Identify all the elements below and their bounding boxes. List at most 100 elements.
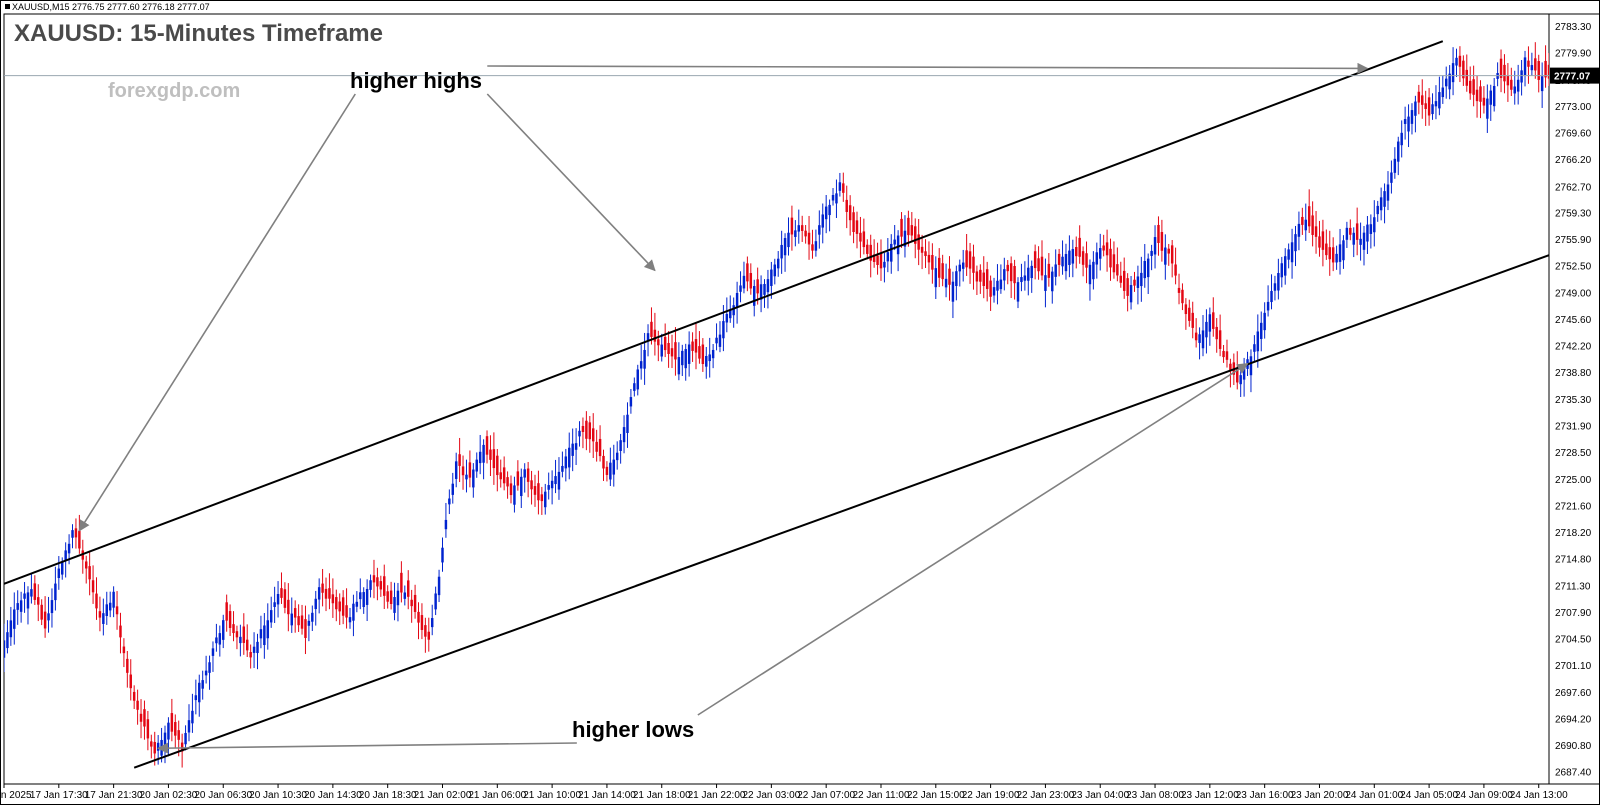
candle-body (1531, 65, 1533, 70)
annotation-higher-lows: higher lows (572, 717, 694, 742)
candle-body (243, 626, 245, 642)
candle-body (544, 492, 546, 508)
candle-body (479, 452, 481, 463)
candle-body (1459, 56, 1461, 67)
candle-body (743, 276, 745, 289)
candle-body (126, 659, 128, 673)
candle-body (712, 350, 714, 358)
candle-body (462, 466, 464, 475)
y-tick-label: 2773.00 (1555, 102, 1592, 113)
x-tick-label: 21 Jan 22:00 (688, 790, 746, 801)
candle-body (715, 338, 717, 344)
candle-body (1099, 248, 1101, 259)
candle-body (513, 485, 515, 504)
candle-body (1089, 265, 1091, 284)
candle-body (191, 711, 193, 724)
candle-body (1442, 88, 1444, 98)
candle-body (1305, 220, 1307, 231)
x-tick-label: 20 Jan 10:30 (249, 790, 307, 801)
candle-body (1072, 249, 1074, 263)
candle-body (828, 205, 830, 215)
candle-body (1356, 223, 1358, 239)
candle-body (842, 183, 844, 192)
candle-body (51, 600, 53, 613)
candle-body (1376, 206, 1378, 214)
candle-body (1486, 99, 1488, 119)
candle-body (1270, 291, 1272, 302)
x-tick-label: 21 Jan 14:00 (578, 790, 636, 801)
candle-body (911, 225, 913, 235)
candle-body (1024, 275, 1026, 280)
candle-body (804, 231, 806, 237)
candle-body (945, 279, 947, 288)
x-tick-label: 24 Jan 01:00 (1345, 790, 1403, 801)
candle-body (537, 483, 539, 500)
candle-body (1147, 259, 1149, 278)
candle-body (75, 528, 77, 537)
candle-body (1212, 312, 1214, 329)
candle-body (619, 440, 621, 451)
candle-body (671, 348, 673, 356)
y-tick-label: 2690.80 (1555, 741, 1592, 752)
candle-body (815, 241, 817, 250)
x-tick-label: 23 Jan 12:00 (1181, 790, 1239, 801)
candle-body (1397, 142, 1399, 162)
candle-body (40, 605, 42, 620)
candle-body (1418, 92, 1420, 103)
candle-body (948, 269, 950, 285)
candle-body (774, 265, 776, 277)
candle-body (983, 273, 985, 286)
candle-body (965, 250, 967, 267)
candle-body (839, 182, 841, 191)
candle-body (1061, 257, 1063, 267)
candle-body (571, 444, 573, 456)
candle-body (287, 600, 289, 614)
candle-body (362, 592, 364, 607)
candle-body (1507, 75, 1509, 85)
candle-body (684, 349, 686, 368)
candle-body (390, 591, 392, 604)
candle-body (1479, 86, 1481, 101)
y-tick-label: 2704.50 (1555, 634, 1592, 645)
candle-body (1325, 244, 1327, 256)
candle-body (702, 345, 704, 364)
candle-body (1291, 242, 1293, 262)
candle-body (863, 231, 865, 247)
watermark: forexgdp.com (108, 80, 240, 103)
candle-body (469, 462, 471, 477)
candle-body (832, 195, 834, 201)
candle-body (1490, 91, 1492, 105)
candle-body (359, 592, 361, 599)
candle-body (1329, 247, 1331, 259)
annotation-pointer (487, 66, 1367, 68)
candle-body (530, 480, 532, 489)
candle-body (54, 584, 56, 601)
candle-body (1191, 313, 1193, 328)
candle-body (1109, 249, 1111, 268)
candle-body (866, 245, 868, 254)
candle-body (554, 476, 556, 484)
candle-body (565, 456, 567, 468)
candle-body (434, 593, 436, 609)
candle-body (431, 618, 433, 627)
plot-area (4, 14, 1549, 784)
candle-body (1054, 264, 1056, 276)
candle-body (1346, 228, 1348, 240)
candle-body (1257, 331, 1259, 351)
candle-body (811, 244, 813, 250)
candle-body (626, 415, 628, 433)
candle-body (455, 461, 457, 479)
candle-body (575, 443, 577, 450)
candle-body (369, 580, 371, 590)
candle-body (458, 454, 460, 466)
candle-body (1267, 302, 1269, 311)
candle-body (311, 613, 313, 622)
candle-body (589, 422, 591, 439)
y-tick-label: 2735.30 (1555, 395, 1592, 406)
candle-body (1226, 351, 1228, 360)
candle-body (1431, 104, 1433, 114)
candle-body (1048, 264, 1050, 278)
x-tick-label: 21 Jan 18:00 (633, 790, 691, 801)
candle-body (1315, 226, 1317, 237)
candle-body (102, 613, 104, 624)
